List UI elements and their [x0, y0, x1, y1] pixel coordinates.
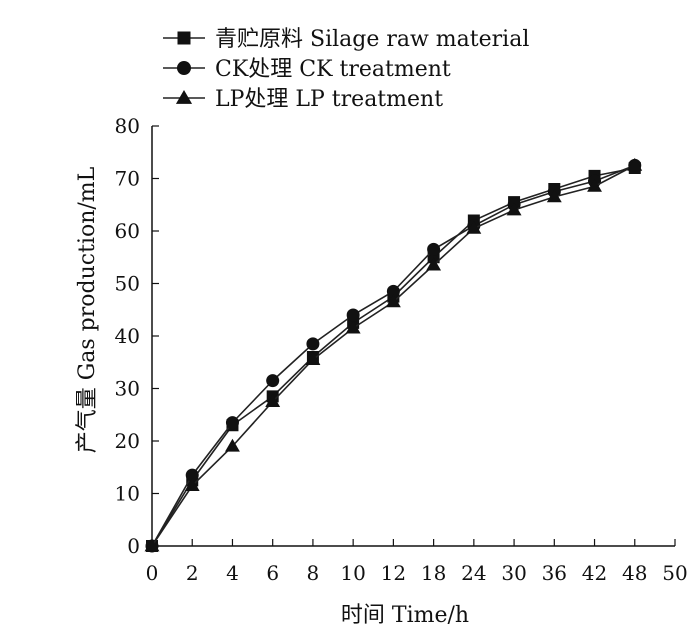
x-tick-label: 0: [146, 561, 159, 585]
y-axis-title: 产气量 Gas production/mL: [75, 166, 100, 453]
y-tick-label: 30: [115, 377, 140, 401]
legend-label: LP处理 LP treatment: [215, 87, 443, 112]
x-tick-label: 2: [186, 561, 199, 585]
y-tick-label: 10: [115, 482, 140, 506]
x-tick-label: 30: [501, 561, 526, 585]
legend-marker-square: [177, 31, 191, 45]
data-point-triangle: [144, 538, 160, 552]
x-tick-label: 6: [266, 561, 279, 585]
x-tick-label: 18: [421, 561, 446, 585]
data-point-triangle: [546, 189, 562, 203]
data-point-triangle: [265, 394, 281, 408]
data-point-triangle: [587, 178, 602, 192]
legend-entry: 青贮原料 Silage raw material: [163, 27, 529, 52]
data-point-triangle: [225, 438, 240, 452]
series-layer: [144, 157, 643, 553]
data-point-circle: [427, 242, 441, 256]
legend-label: CK处理 CK treatment: [215, 57, 451, 82]
data-point-triangle: [345, 320, 361, 334]
y-tick-label: 80: [115, 114, 140, 138]
data-point-circle: [386, 284, 400, 298]
y-tick-label: 60: [115, 219, 140, 243]
data-point-triangle: [506, 202, 522, 216]
data-point-circle: [346, 308, 360, 322]
series-line: [151, 164, 636, 547]
data-point-circle: [306, 337, 320, 351]
series-circle: [145, 158, 642, 553]
series-triangle: [144, 157, 643, 552]
legend-entry: CK处理 CK treatment: [163, 57, 451, 82]
series-line: [151, 164, 636, 547]
x-tick-label: 24: [461, 561, 486, 585]
data-point-triangle: [627, 157, 643, 171]
data-point-triangle: [426, 257, 442, 271]
y-tick-label: 20: [115, 429, 140, 453]
y-tick-label: 50: [115, 272, 140, 296]
data-point-circle: [185, 468, 199, 482]
legend: 青贮原料 Silage raw material CK处理 CK treatmen…: [163, 27, 529, 112]
x-tick-label: 10: [340, 561, 365, 585]
y-tick-label: 40: [115, 324, 140, 348]
x-tick-label: 42: [582, 561, 607, 585]
data-point-circle: [266, 374, 280, 388]
data-point-triangle: [385, 294, 401, 308]
x-tick-label: 12: [381, 561, 406, 585]
x-tick-label: 4: [226, 561, 239, 585]
x-tick-label: 36: [542, 561, 567, 585]
data-point-triangle: [184, 478, 200, 492]
legend-marker-triangle: [175, 89, 193, 104]
series-square: [146, 162, 641, 552]
x-tick-label: 48: [622, 561, 647, 585]
data-point-circle: [225, 416, 239, 430]
legend-marker-circle: [177, 61, 191, 75]
y-tick-label: 0: [127, 534, 140, 558]
x-axis-title: 时间 Time/h: [341, 603, 469, 628]
legend-entry: LP处理 LP treatment: [163, 87, 443, 112]
series-line: [151, 167, 635, 547]
y-tick-label: 70: [115, 167, 140, 191]
legend-label: 青贮原料 Silage raw material: [215, 27, 529, 52]
x-tick-label: 8: [307, 561, 320, 585]
x-tick-label: 50: [662, 561, 687, 585]
data-point-triangle: [466, 220, 482, 234]
data-point-triangle: [305, 352, 321, 366]
